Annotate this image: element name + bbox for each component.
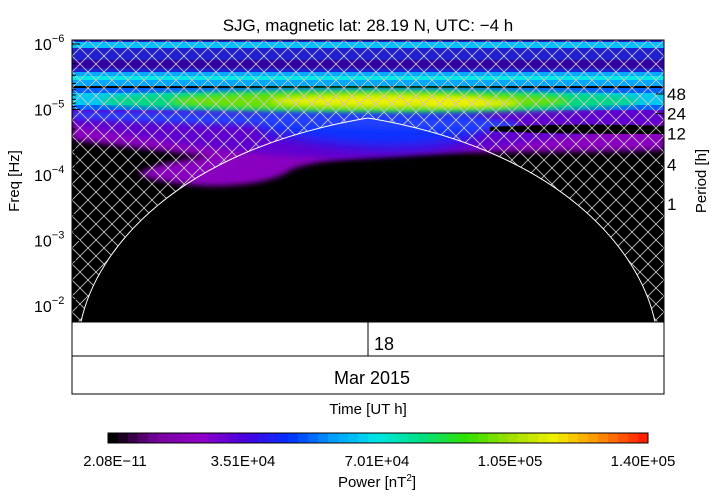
colorbar-swatch-28 xyxy=(388,433,399,443)
colorbar-swatch-18 xyxy=(288,433,299,443)
colorbar-swatch-22 xyxy=(328,433,339,443)
period-axis-label: Period [h] xyxy=(693,149,710,213)
colorbar-swatch-25 xyxy=(358,433,369,443)
colorbar-swatch-27 xyxy=(378,433,389,443)
colorbar-swatch-31 xyxy=(418,433,429,443)
chart-title: SJG, magnetic lat: 28.19 N, UTC: −4 h xyxy=(223,16,514,35)
period-tick-label-4: 1 xyxy=(667,195,676,214)
colorbar-tick-label-0: 2.08E−11 xyxy=(83,453,147,470)
colorbar-swatch-19 xyxy=(298,433,309,443)
colorbar-swatch-7 xyxy=(178,433,189,443)
colorbar-swatch-45 xyxy=(558,433,569,443)
colorbar-swatch-2 xyxy=(128,433,139,443)
colorbar-swatch-17 xyxy=(278,433,289,443)
colorbar-swatch-53 xyxy=(638,433,649,443)
colorbar-label: Power [nT2] xyxy=(338,473,416,491)
colorbar-swatch-39 xyxy=(498,433,509,443)
colorbar-swatch-5 xyxy=(158,433,169,443)
colorbar-swatch-47 xyxy=(578,433,589,443)
colorbar-swatch-44 xyxy=(548,433,559,443)
y-tick-label-2: 10−4 xyxy=(34,164,64,185)
colorbar-tick-label-2: 7.01E+04 xyxy=(345,453,410,470)
colorbar-swatch-33 xyxy=(438,433,449,443)
period-tick-label-3: 4 xyxy=(667,156,676,175)
colorbar-swatch-12 xyxy=(228,433,239,443)
colorbar-swatch-24 xyxy=(348,433,359,443)
plot-area xyxy=(72,40,664,322)
period-tick-label-2: 12 xyxy=(667,124,686,143)
colorbar: 2.08E−11 3.51E+04 7.01E+04 1.05E+05 1.40… xyxy=(83,432,676,491)
y-tick-label-4: 10−2 xyxy=(34,295,64,316)
y-tick-label-0: 10−6 xyxy=(34,33,64,54)
colorbar-swatch-14 xyxy=(248,433,259,443)
colorbar-swatch-29 xyxy=(398,433,409,443)
colorbar-swatch-4 xyxy=(148,433,159,443)
colorbar-swatch-9 xyxy=(198,433,209,443)
colorbar-tick-label-3: 1.05E+05 xyxy=(478,453,543,470)
x-axis-label: Time [UT h] xyxy=(329,401,407,418)
colorbar-swatch-13 xyxy=(238,433,249,443)
month-label: Mar 2015 xyxy=(334,368,410,388)
time-axis: 18 Mar 2015 Time [UT h] xyxy=(71,321,665,418)
colorbar-swatch-26 xyxy=(368,433,379,443)
colorbar-swatch-35 xyxy=(458,433,469,443)
day-tick-label: 18 xyxy=(374,334,394,354)
colorbar-swatch-48 xyxy=(588,433,599,443)
y-axis-label: Freq [Hz] xyxy=(6,150,23,212)
colorbar-swatch-30 xyxy=(408,433,419,443)
period-tick-label-1: 24 xyxy=(667,105,686,124)
colorbar-swatch-51 xyxy=(618,433,629,443)
colorbar-swatch-11 xyxy=(218,433,229,443)
colorbar-swatch-21 xyxy=(318,433,329,443)
colorbar-swatch-10 xyxy=(208,433,219,443)
colorbar-swatch-34 xyxy=(448,433,459,443)
coi-curve xyxy=(80,117,656,322)
colorbar-swatch-42 xyxy=(528,433,539,443)
y-tick-label-3: 10−3 xyxy=(34,230,64,251)
colorbar-swatch-32 xyxy=(428,433,439,443)
colorbar-swatch-36 xyxy=(468,433,479,443)
colorbar-swatches xyxy=(108,433,649,443)
colorbar-label-end: ] xyxy=(412,474,416,491)
colorbar-swatch-3 xyxy=(138,433,149,443)
colorbar-swatch-50 xyxy=(608,433,619,443)
colorbar-swatch-23 xyxy=(338,433,349,443)
colorbar-swatch-40 xyxy=(508,433,519,443)
colorbar-swatch-1 xyxy=(118,433,129,443)
colorbar-tick-label-1: 3.51E+04 xyxy=(211,453,276,470)
colorbar-swatch-15 xyxy=(258,433,269,443)
colorbar-swatch-0 xyxy=(108,433,119,443)
period-tick-label-0: 48 xyxy=(667,85,686,104)
colorbar-swatch-6 xyxy=(168,433,179,443)
y-axis-left: 10−6 10−5 10−4 10−3 10−2 xyxy=(34,33,80,316)
colorbar-label-main: Power [nT xyxy=(338,474,406,491)
colorbar-swatch-16 xyxy=(268,433,279,443)
colorbar-label-sup: 2 xyxy=(406,473,412,484)
month-row xyxy=(71,355,665,395)
colorbar-swatch-8 xyxy=(188,433,199,443)
coi-hatched-region xyxy=(72,40,664,322)
colorbar-swatch-52 xyxy=(628,433,639,443)
colorbar-swatch-37 xyxy=(478,433,489,443)
colorbar-swatch-43 xyxy=(538,433,549,443)
colorbar-swatch-20 xyxy=(308,433,319,443)
colorbar-swatch-38 xyxy=(488,433,499,443)
colorbar-swatch-46 xyxy=(568,433,579,443)
y-tick-label-1: 10−5 xyxy=(34,99,64,120)
colorbar-swatch-41 xyxy=(518,433,529,443)
colorbar-swatch-49 xyxy=(598,433,609,443)
colorbar-tick-label-4: 1.40E+05 xyxy=(611,453,676,470)
colorbar-frame xyxy=(107,432,649,444)
